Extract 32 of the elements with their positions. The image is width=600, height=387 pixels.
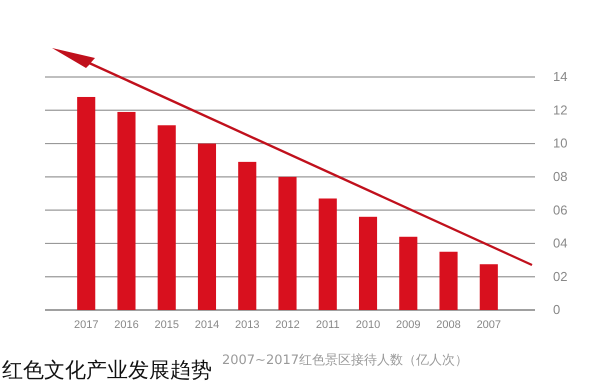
x-tick-label: 2010 [356,318,380,331]
bar [238,162,256,310]
bar [318,198,337,310]
x-tick-label: 2016 [114,318,139,331]
bar [358,216,378,310]
bar [399,236,418,310]
x-tick-label: 2013 [235,318,260,331]
bar [480,264,498,310]
x-tick-label: 2008 [436,318,461,331]
bar [198,144,216,310]
y-tick-label: 12 [553,102,568,118]
x-tick-label: 2009 [396,318,421,331]
y-tick-label: 14 [553,69,568,84]
x-tick-label: 2012 [275,318,300,331]
bar [158,125,176,310]
x-tick-label: 2007 [476,318,502,331]
x-tick-label: 2015 [154,318,179,331]
x-axis-title: 2007~2017红色景区接待人数（亿人次） [222,353,468,368]
x-tick-label: 2011 [316,318,340,331]
y-tick-label: 0 [553,302,560,318]
bar [77,96,96,310]
bar [117,112,136,310]
x-tick-label: 2014 [194,318,220,331]
x-tick-label: 2017 [74,318,98,331]
y-tick-label: 08 [553,169,568,184]
y-tick-label: 06 [553,202,568,218]
bar [278,176,297,310]
y-tick-label: 02 [553,268,568,284]
text: 红色文化产业发展趋势 [2,358,212,382]
bar [439,252,458,310]
y-tick-label: 04 [553,236,568,251]
y-tick-label: 10 [553,136,568,151]
